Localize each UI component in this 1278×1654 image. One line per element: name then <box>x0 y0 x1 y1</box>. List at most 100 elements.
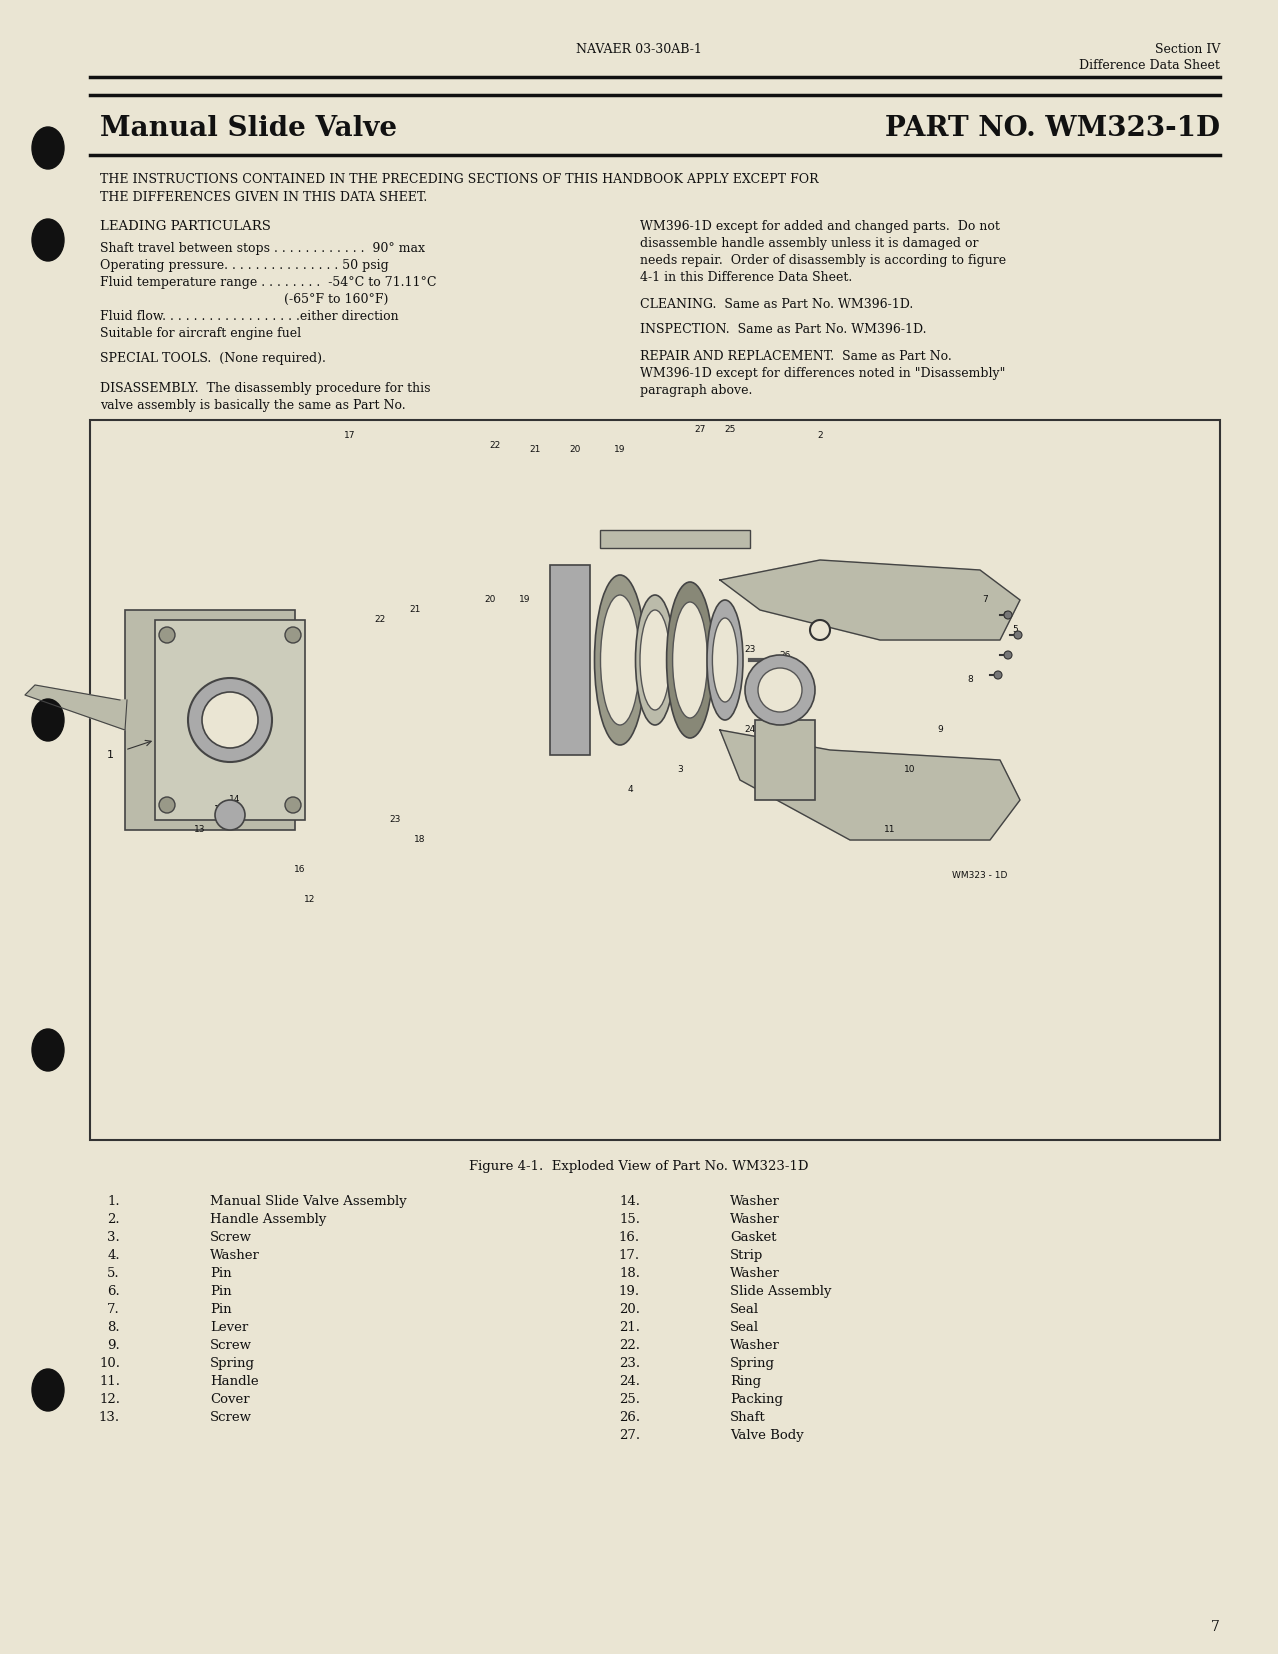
Text: 6: 6 <box>1002 610 1008 620</box>
Text: Slide Assembly: Slide Assembly <box>730 1285 832 1298</box>
Text: 14.: 14. <box>619 1194 640 1207</box>
Circle shape <box>1005 652 1012 658</box>
Text: 20: 20 <box>569 445 580 455</box>
Text: Washer: Washer <box>730 1212 780 1226</box>
Text: 23: 23 <box>744 645 755 655</box>
Text: 10.: 10. <box>98 1356 120 1370</box>
Text: (-65°F to 160°F): (-65°F to 160°F) <box>100 293 389 306</box>
Text: NAVAER 03-30AB-1: NAVAER 03-30AB-1 <box>576 43 702 56</box>
Text: Handle: Handle <box>210 1374 258 1388</box>
Text: WM396-1D except for added and changed parts.  Do not: WM396-1D except for added and changed pa… <box>640 220 999 233</box>
Text: 10: 10 <box>905 766 916 774</box>
Text: Operating pressure. . . . . . . . . . . . . . . 50 psig: Operating pressure. . . . . . . . . . . … <box>100 260 389 271</box>
Circle shape <box>810 620 829 640</box>
Ellipse shape <box>32 218 64 261</box>
Bar <box>599 529 750 547</box>
Text: 13: 13 <box>194 825 206 835</box>
Text: 1: 1 <box>106 749 114 759</box>
Text: 24: 24 <box>744 726 755 734</box>
Ellipse shape <box>32 1370 64 1411</box>
Text: 2: 2 <box>817 430 823 440</box>
Text: 22.: 22. <box>619 1340 640 1351</box>
FancyBboxPatch shape <box>125 610 295 830</box>
Text: Washer: Washer <box>730 1194 780 1207</box>
FancyBboxPatch shape <box>155 620 305 820</box>
Text: 1.: 1. <box>107 1194 120 1207</box>
Text: paragraph above.: paragraph above. <box>640 384 753 397</box>
Text: 19.: 19. <box>619 1285 640 1298</box>
Text: 25.: 25. <box>619 1393 640 1406</box>
Text: 4-1 in this Difference Data Sheet.: 4-1 in this Difference Data Sheet. <box>640 271 852 284</box>
Text: 11: 11 <box>884 825 896 835</box>
Circle shape <box>1013 630 1022 638</box>
Text: 7: 7 <box>1212 1619 1220 1634</box>
Circle shape <box>1005 610 1012 619</box>
Text: 15: 15 <box>215 805 226 814</box>
Ellipse shape <box>601 595 639 724</box>
Circle shape <box>745 655 815 724</box>
Text: Shaft: Shaft <box>730 1411 766 1424</box>
Text: 19: 19 <box>615 445 626 455</box>
Text: 22: 22 <box>489 440 501 450</box>
Text: 22: 22 <box>374 615 386 625</box>
Text: Valve Body: Valve Body <box>730 1429 804 1442</box>
Text: 9.: 9. <box>107 1340 120 1351</box>
Text: 6.: 6. <box>107 1285 120 1298</box>
Text: 2.: 2. <box>107 1212 120 1226</box>
Text: THE INSTRUCTIONS CONTAINED IN THE PRECEDING SECTIONS OF THIS HANDBOOK APPLY EXCE: THE INSTRUCTIONS CONTAINED IN THE PRECED… <box>100 174 819 185</box>
Text: 3.: 3. <box>107 1231 120 1244</box>
Text: 17: 17 <box>344 430 355 440</box>
Text: Difference Data Sheet: Difference Data Sheet <box>1079 60 1220 73</box>
Text: needs repair.  Order of disassembly is according to figure: needs repair. Order of disassembly is ac… <box>640 255 1006 266</box>
Text: Pin: Pin <box>210 1267 231 1280</box>
Text: 7.: 7. <box>107 1303 120 1317</box>
Text: 5.: 5. <box>107 1267 120 1280</box>
Text: Screw: Screw <box>210 1231 252 1244</box>
Text: 15.: 15. <box>619 1212 640 1226</box>
Text: Cover: Cover <box>210 1393 249 1406</box>
Text: 27.: 27. <box>619 1429 640 1442</box>
Text: 21.: 21. <box>619 1322 640 1335</box>
Text: Section IV: Section IV <box>1154 43 1220 56</box>
Polygon shape <box>720 729 1020 840</box>
Circle shape <box>285 797 302 814</box>
Ellipse shape <box>712 619 737 701</box>
Text: Suitable for aircraft engine fuel: Suitable for aircraft engine fuel <box>100 327 302 341</box>
Text: 8: 8 <box>967 675 973 685</box>
Text: THE DIFFERENCES GIVEN IN THIS DATA SHEET.: THE DIFFERENCES GIVEN IN THIS DATA SHEET… <box>100 190 427 203</box>
Ellipse shape <box>32 127 64 169</box>
Text: Spring: Spring <box>210 1356 256 1370</box>
Text: Pin: Pin <box>210 1303 231 1317</box>
Text: Washer: Washer <box>730 1267 780 1280</box>
Text: 4: 4 <box>627 786 633 794</box>
Text: REPAIR AND REPLACEMENT.  Same as Part No.: REPAIR AND REPLACEMENT. Same as Part No. <box>640 351 952 362</box>
Text: Seal: Seal <box>730 1322 759 1335</box>
Text: 11.: 11. <box>98 1374 120 1388</box>
Ellipse shape <box>672 602 708 718</box>
Polygon shape <box>26 685 127 729</box>
Text: 3: 3 <box>677 766 682 774</box>
Text: 16.: 16. <box>619 1231 640 1244</box>
Circle shape <box>215 801 245 830</box>
Text: Pin: Pin <box>210 1285 231 1298</box>
FancyBboxPatch shape <box>755 719 815 801</box>
Text: 4.: 4. <box>107 1249 120 1262</box>
Circle shape <box>758 668 803 711</box>
Ellipse shape <box>594 576 645 744</box>
Text: Gasket: Gasket <box>730 1231 777 1244</box>
Text: 18.: 18. <box>619 1267 640 1280</box>
Ellipse shape <box>32 1029 64 1072</box>
Text: 8.: 8. <box>107 1322 120 1335</box>
Text: 26.: 26. <box>619 1411 640 1424</box>
Circle shape <box>158 797 175 814</box>
Text: 19: 19 <box>519 595 530 604</box>
Text: 24.: 24. <box>619 1374 640 1388</box>
Ellipse shape <box>635 595 675 724</box>
Ellipse shape <box>32 700 64 741</box>
Text: valve assembly is basically the same as Part No.: valve assembly is basically the same as … <box>100 399 405 412</box>
Text: 21: 21 <box>409 605 420 615</box>
Text: 7: 7 <box>982 595 988 604</box>
Circle shape <box>994 672 1002 680</box>
Text: Shaft travel between stops . . . . . . . . . . . .  90° max: Shaft travel between stops . . . . . . .… <box>100 241 426 255</box>
Text: 13.: 13. <box>98 1411 120 1424</box>
